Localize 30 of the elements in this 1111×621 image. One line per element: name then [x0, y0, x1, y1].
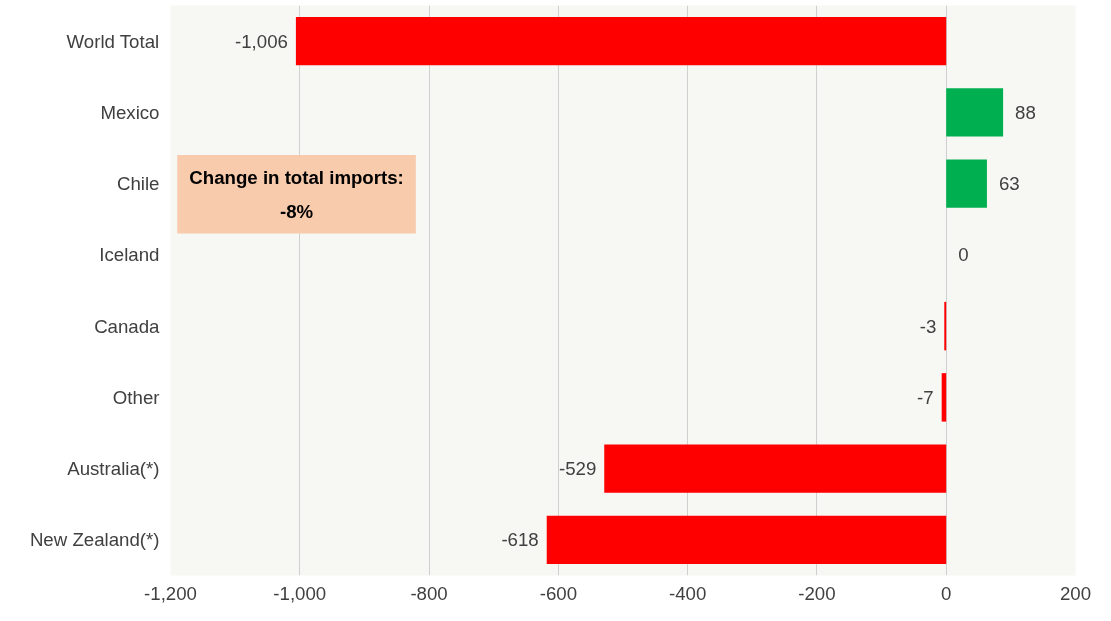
y-tick-label: New Zealand(*) [29, 529, 160, 551]
data-label: -1,006 [235, 30, 288, 52]
y-tick-label: World Total [66, 30, 160, 52]
bar [946, 88, 1004, 137]
bar [546, 515, 947, 565]
data-label: -3 [919, 315, 937, 337]
data-label: -618 [501, 529, 539, 551]
x-tick-label: 200 [1059, 582, 1092, 604]
data-label: -7 [917, 386, 934, 408]
y-tick-label: Canada [94, 315, 161, 337]
y-tick-label: Mexico [100, 101, 160, 123]
bar [604, 444, 947, 493]
annotation: Change in total imports: -8% [189, 167, 404, 222]
y-tick-label: Chile [116, 173, 160, 195]
data-label: 63 [998, 173, 1020, 195]
data-label: -529 [558, 458, 597, 480]
x-tick-label: -1,000 [273, 582, 327, 604]
y-tick-label: Other [112, 386, 160, 408]
x-tick-label: -800 [410, 582, 448, 604]
x-tick-label: -1,200 [144, 582, 197, 604]
data-label: 0 [958, 244, 969, 266]
bar [946, 159, 987, 208]
x-tick-label: -400 [668, 582, 707, 604]
y-tick-label: Australia(*) [67, 458, 160, 480]
y-tick-label: Iceland [99, 244, 160, 266]
bar [295, 16, 947, 66]
x-tick-label: -600 [539, 582, 578, 604]
x-tick-label: 0 [941, 582, 952, 604]
data-label: 88 [1015, 101, 1036, 123]
x-tick-label: -200 [798, 582, 836, 604]
